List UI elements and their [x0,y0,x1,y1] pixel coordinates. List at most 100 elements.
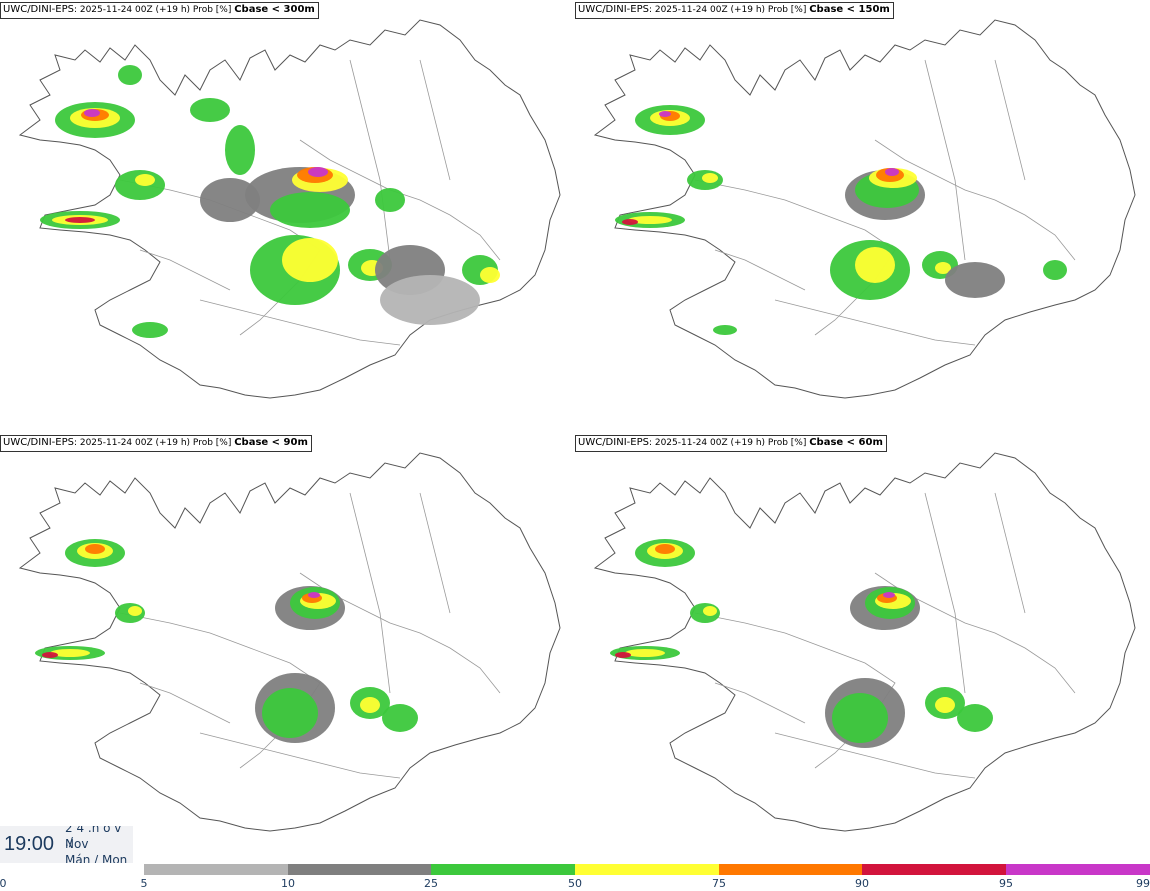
probability-area [855,247,895,283]
region-boundary [924,59,966,261]
probability-area [935,697,955,713]
outline-layer [18,452,561,832]
probability-area [190,98,230,122]
colorbar-tick-label: 10 [281,877,295,890]
outline-layer [18,19,561,399]
region-boundary [349,59,391,261]
probability-area [85,544,105,554]
model-name: UWC/DINI-EPS [578,4,649,15]
valid-date-line2: Nov [65,837,89,851]
probability-area [135,174,155,186]
probability-area [702,173,718,183]
probability-area [628,216,672,224]
probability-area [1043,260,1067,280]
region-boundary [994,492,1026,614]
region-boundary [119,612,321,769]
threshold-label: Cbase < 90m [234,437,308,448]
iceland-coastline [18,19,561,399]
colorbar-bin [431,864,575,875]
probability-area [282,238,338,282]
model-name: UWC/DINI-EPS [578,437,649,448]
probability-area [118,65,142,85]
probability-area [957,704,993,732]
probability-area [655,544,675,554]
panel-title: UWC/DINI-EPS: 2025-11-24 00Z (+19 h) Pro… [575,2,894,19]
region-boundary [299,139,501,261]
model-name: UWC/DINI-EPS [3,4,74,15]
colorbar-bin [575,864,719,875]
probability-area [308,167,328,177]
run-info: : 2025-11-24 00Z (+19 h) Prob [%] [648,438,810,448]
panel-title: UWC/DINI-EPS: 2025-11-24 00Z (+19 h) Pro… [0,2,319,19]
probability-layer [615,105,1067,335]
iceland-coastline [18,452,561,832]
region-boundary [419,492,451,614]
probability-area [375,188,405,212]
panel-title: UWC/DINI-EPS: 2025-11-24 00Z (+19 h) Pro… [0,435,312,452]
probability-area [713,325,737,335]
probability-area [84,109,100,117]
map-panel-60m: UWC/DINI-EPS: 2025-11-24 00Z (+19 h) Pro… [575,433,1150,863]
probability-area [262,688,318,738]
colorbar-tick-label: 25 [424,877,438,890]
valid-time-box: 19:00 2 4 .n ó v ./ Nov Mán / Mon [0,826,133,863]
probability-area [480,267,500,283]
probability-area [360,697,380,713]
map-panel-300m: UWC/DINI-EPS: 2025-11-24 00Z (+19 h) Pro… [0,0,575,430]
run-info: : 2025-11-24 00Z (+19 h) Prob [%] [73,438,235,448]
iceland-map [593,19,1136,399]
colorbar-tick-label: 5 [140,877,148,890]
probability-layer [35,539,418,743]
outline-layer [593,19,1136,399]
probability-area [622,219,638,225]
probability-area [625,649,665,657]
threshold-label: Cbase < 150m [809,4,890,15]
iceland-coastline [593,19,1136,399]
region-boundary [349,492,391,694]
probability-area [308,592,320,598]
region-boundary [874,139,1076,261]
colorbar-bin [144,864,288,875]
threshold-label: Cbase < 300m [234,4,315,15]
threshold-label: Cbase < 60m [809,437,883,448]
probability-area [945,262,1005,298]
probability-area [935,262,951,274]
colorbar-tick-label: 0 [0,877,7,890]
region-boundary [139,249,231,291]
iceland-map [18,452,561,832]
colorbar-tick-label: 50 [568,877,582,890]
region-boundary [419,59,451,181]
probability-layer [610,539,993,748]
probability-area [200,178,260,222]
region-boundary [199,732,401,779]
probability-area [703,606,717,616]
run-info: : 2025-11-24 00Z (+19 h) Prob [%] [648,5,810,15]
colorbar-tick-label: 99 [1136,877,1150,890]
map-panel-150m: UWC/DINI-EPS: 2025-11-24 00Z (+19 h) Pro… [575,0,1150,430]
probability-area [382,704,418,732]
probability-area [615,652,631,658]
iceland-coastline [593,452,1136,832]
probability-area [659,111,671,117]
valid-time: 19:00 [4,833,55,855]
region-boundary [714,682,806,724]
colorbar-tick-label: 95 [999,877,1013,890]
model-name: UWC/DINI-EPS [3,437,74,448]
region-boundary [774,299,976,346]
colorbar-tick-label: 75 [712,877,726,890]
probability-area [832,693,888,743]
iceland-map [18,19,561,399]
colorbar-bin [288,864,431,875]
probability-area [132,322,168,338]
panel-title: UWC/DINI-EPS: 2025-11-24 00Z (+19 h) Pro… [575,435,887,452]
probability-area [128,606,142,616]
probability-area [42,652,58,658]
region-boundary [924,492,966,694]
outline-layer [593,452,1136,832]
probability-area [225,125,255,175]
region-boundary [694,179,896,336]
run-info: : 2025-11-24 00Z (+19 h) Prob [%] [73,5,235,15]
colorbar-bin [1006,864,1150,875]
colorbar-tick-label: 90 [855,877,869,890]
region-boundary [139,682,231,724]
